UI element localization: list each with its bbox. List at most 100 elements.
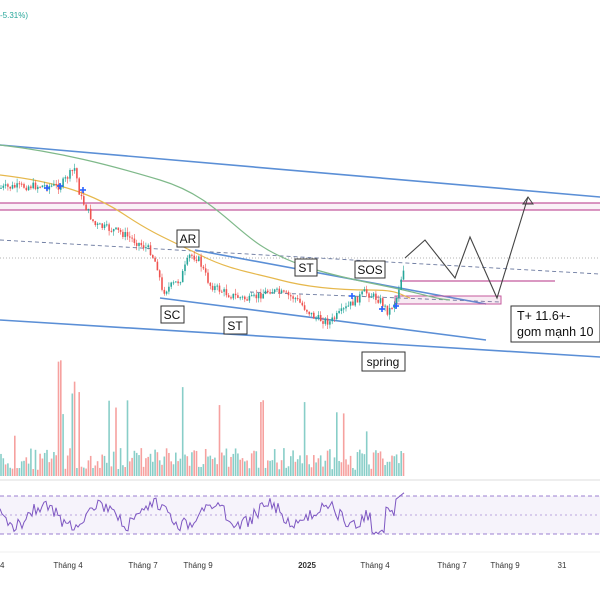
candle-body bbox=[188, 254, 191, 258]
candle-body bbox=[66, 177, 69, 179]
volume-bar bbox=[96, 461, 99, 476]
volume-bar bbox=[133, 450, 136, 476]
volume-bar bbox=[262, 400, 264, 476]
volume-bar bbox=[379, 451, 382, 476]
volume-bar bbox=[395, 454, 398, 476]
volume-bar bbox=[223, 455, 225, 476]
label-st-2: ST bbox=[227, 319, 243, 333]
price-pane bbox=[0, 144, 600, 358]
volume-bar bbox=[198, 466, 200, 476]
candle-body bbox=[11, 185, 14, 189]
label-sos: SOS bbox=[357, 263, 382, 277]
volume-bar bbox=[147, 456, 149, 476]
candle-body bbox=[23, 184, 25, 188]
volume-bar bbox=[110, 466, 113, 476]
candle-body bbox=[248, 295, 251, 301]
candle-body bbox=[382, 298, 384, 307]
candle-body bbox=[122, 231, 124, 237]
volume-bar bbox=[129, 461, 131, 476]
candle-body bbox=[69, 170, 71, 179]
label-box-sos bbox=[354, 260, 386, 279]
volume-bar bbox=[41, 458, 44, 476]
candle-body bbox=[303, 305, 306, 310]
volume-bar bbox=[211, 459, 214, 476]
volume-bar bbox=[372, 452, 375, 476]
volume-bar bbox=[216, 464, 218, 476]
volume-bar bbox=[336, 412, 338, 476]
volume-bar bbox=[99, 467, 101, 476]
candle-body bbox=[227, 295, 230, 298]
volume-bar bbox=[124, 467, 126, 476]
candle-body bbox=[20, 183, 23, 185]
candle-body bbox=[329, 321, 331, 325]
candle-body bbox=[331, 317, 333, 322]
label-box-st-2 bbox=[223, 316, 248, 335]
candle-body bbox=[391, 307, 393, 309]
label-spring: spring bbox=[367, 355, 400, 369]
ma-long-line bbox=[0, 144, 451, 301]
volume-bar bbox=[43, 452, 46, 476]
volume-bar bbox=[106, 462, 108, 476]
candle-body bbox=[388, 307, 391, 315]
volume-bar bbox=[60, 360, 62, 476]
candle-body bbox=[172, 282, 175, 284]
volume-bar bbox=[345, 459, 347, 476]
candle-body bbox=[398, 289, 400, 298]
volume-bar bbox=[250, 453, 253, 476]
volume-bar bbox=[322, 466, 324, 476]
candle-body bbox=[87, 208, 90, 211]
volume-bar bbox=[271, 460, 274, 476]
candle-body bbox=[230, 297, 232, 299]
volume-bar bbox=[193, 450, 195, 476]
candle-body bbox=[119, 229, 122, 232]
candle-body bbox=[359, 294, 361, 303]
candle-body bbox=[163, 289, 166, 294]
volume-bar bbox=[285, 467, 287, 476]
volume-bar bbox=[142, 466, 145, 476]
candle-body bbox=[129, 236, 131, 238]
candle-body bbox=[115, 227, 117, 230]
candle-body bbox=[342, 308, 345, 310]
x-tick-4: 2025 bbox=[298, 561, 316, 570]
candle-body bbox=[83, 196, 85, 205]
volume-bar bbox=[296, 459, 299, 476]
volume-bar bbox=[39, 453, 41, 476]
candle-body bbox=[262, 293, 264, 299]
projection-arrowhead bbox=[522, 196, 534, 205]
volume-bar bbox=[170, 461, 172, 476]
volume-bar bbox=[57, 361, 60, 476]
candle-body bbox=[395, 297, 398, 305]
candle-body bbox=[402, 270, 405, 280]
volume-bar bbox=[20, 461, 23, 476]
candle-body bbox=[340, 308, 343, 311]
volume-bar bbox=[273, 449, 276, 476]
volume-bar bbox=[184, 454, 186, 476]
candle-body bbox=[110, 230, 113, 232]
volume-bar bbox=[23, 460, 25, 476]
candle-body bbox=[211, 285, 214, 290]
candle-body bbox=[260, 293, 262, 299]
rsi-line bbox=[0, 492, 405, 535]
volume-bar bbox=[347, 464, 350, 476]
volume-bar bbox=[101, 454, 103, 476]
candle-body bbox=[333, 317, 336, 319]
x-tick-2: Tháng 7 bbox=[128, 561, 158, 570]
volume-bar bbox=[255, 451, 258, 476]
volume-bar bbox=[386, 461, 389, 476]
candle-body bbox=[375, 293, 377, 300]
candle-body bbox=[276, 288, 278, 290]
volume-bar bbox=[2, 458, 5, 476]
candle-body bbox=[246, 299, 248, 301]
candle-body bbox=[154, 257, 156, 262]
candle-body bbox=[106, 224, 108, 226]
volume-bar bbox=[299, 455, 301, 476]
candle-body bbox=[319, 315, 322, 322]
lower-channel-line bbox=[0, 319, 600, 358]
candle-body bbox=[315, 318, 317, 320]
volume-bar bbox=[115, 407, 117, 476]
candle-body bbox=[336, 312, 338, 319]
volume-bar bbox=[230, 456, 232, 476]
volume-bar bbox=[290, 456, 292, 476]
candle-body bbox=[195, 259, 198, 262]
